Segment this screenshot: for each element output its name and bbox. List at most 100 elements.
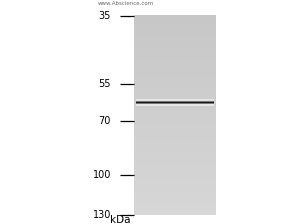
Bar xyxy=(134,200,216,202)
Bar xyxy=(136,100,214,101)
Bar xyxy=(134,190,216,193)
Bar xyxy=(134,132,216,135)
Bar xyxy=(136,100,214,101)
Bar xyxy=(136,101,214,102)
Bar xyxy=(136,104,214,105)
Bar xyxy=(136,101,214,102)
Bar xyxy=(134,152,216,155)
Bar xyxy=(134,18,216,21)
Bar xyxy=(134,60,216,63)
Text: kDa: kDa xyxy=(110,215,130,224)
Bar xyxy=(134,93,216,95)
Bar xyxy=(134,175,216,178)
Bar xyxy=(134,110,216,113)
Bar xyxy=(134,155,216,158)
Bar xyxy=(134,172,216,175)
Bar xyxy=(136,99,214,100)
Bar xyxy=(134,162,216,165)
Bar xyxy=(134,167,216,170)
Bar xyxy=(134,85,216,88)
Bar xyxy=(134,100,216,103)
Bar xyxy=(136,103,214,104)
Bar xyxy=(134,212,216,215)
Bar xyxy=(134,157,216,160)
Bar xyxy=(136,105,214,106)
Bar xyxy=(134,127,216,130)
Text: www.Abscience.com: www.Abscience.com xyxy=(98,1,154,6)
Bar xyxy=(134,130,216,133)
Bar xyxy=(134,28,216,31)
Bar xyxy=(134,185,216,188)
Bar xyxy=(134,78,216,80)
Bar xyxy=(134,210,216,213)
Bar xyxy=(134,117,216,120)
Bar xyxy=(134,142,216,145)
Bar xyxy=(134,197,216,200)
Bar xyxy=(134,182,216,185)
Bar xyxy=(134,30,216,33)
Bar xyxy=(134,140,216,143)
Text: 100: 100 xyxy=(93,170,111,180)
Bar xyxy=(134,35,216,38)
Bar xyxy=(134,65,216,68)
Bar xyxy=(134,43,216,45)
Bar xyxy=(134,108,216,110)
Bar xyxy=(134,147,216,150)
Bar xyxy=(134,90,216,93)
Bar xyxy=(134,33,216,36)
Text: 55: 55 xyxy=(98,79,111,89)
Bar xyxy=(134,53,216,56)
Bar xyxy=(134,25,216,28)
Bar xyxy=(134,120,216,123)
Bar xyxy=(134,180,216,183)
Bar xyxy=(134,122,216,125)
Bar xyxy=(134,137,216,140)
Bar xyxy=(134,15,216,18)
Bar xyxy=(134,58,216,60)
Bar xyxy=(134,23,216,26)
Bar xyxy=(134,125,216,128)
Bar xyxy=(136,103,214,104)
Bar xyxy=(134,170,216,173)
Bar xyxy=(134,135,216,138)
Bar xyxy=(134,187,216,190)
Bar xyxy=(134,165,216,168)
Bar xyxy=(134,48,216,51)
Bar xyxy=(134,207,216,210)
Bar xyxy=(134,40,216,43)
Text: 130: 130 xyxy=(93,210,111,220)
Bar xyxy=(134,102,216,105)
Bar xyxy=(136,102,214,103)
Bar xyxy=(134,38,216,41)
Bar xyxy=(136,105,214,106)
Bar xyxy=(134,75,216,78)
Bar xyxy=(134,73,216,75)
Bar xyxy=(134,177,216,180)
Bar xyxy=(134,88,216,90)
Bar xyxy=(134,62,216,65)
Bar xyxy=(134,95,216,98)
Bar xyxy=(134,55,216,58)
Bar xyxy=(134,205,216,208)
Bar xyxy=(136,102,214,103)
Bar xyxy=(134,192,216,195)
Bar xyxy=(134,112,216,115)
Bar xyxy=(134,68,216,71)
Bar xyxy=(134,105,216,108)
Bar xyxy=(134,202,216,205)
Bar xyxy=(134,50,216,53)
Bar xyxy=(134,82,216,85)
Bar xyxy=(134,150,216,153)
Bar xyxy=(134,20,216,23)
Bar xyxy=(134,70,216,73)
Bar xyxy=(134,145,216,148)
Bar xyxy=(134,195,216,198)
Bar xyxy=(134,160,216,163)
Text: 70: 70 xyxy=(99,116,111,126)
Bar xyxy=(134,45,216,48)
Bar xyxy=(136,99,214,100)
Bar xyxy=(134,80,216,83)
Bar xyxy=(136,104,214,105)
Bar xyxy=(134,97,216,100)
Text: 35: 35 xyxy=(99,11,111,21)
